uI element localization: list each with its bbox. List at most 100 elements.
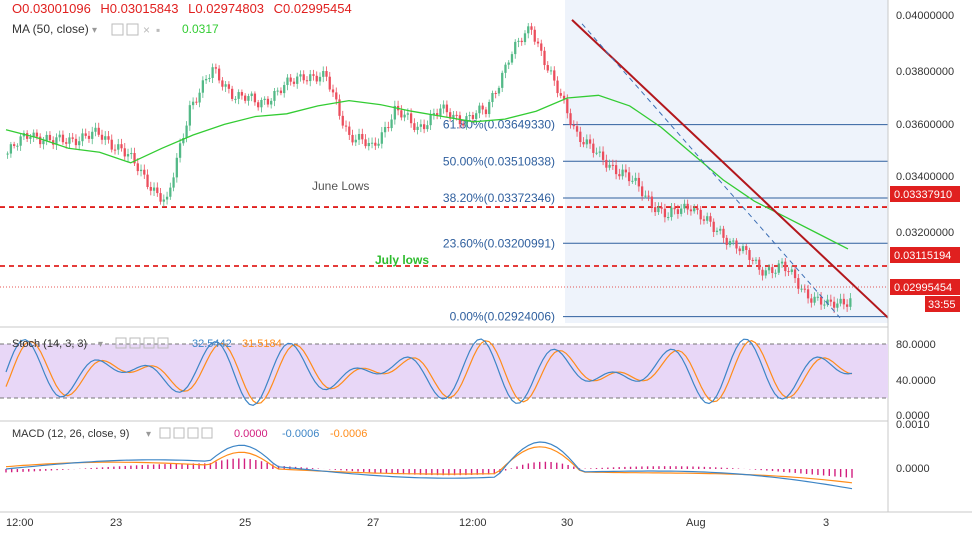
candle-body bbox=[592, 143, 595, 153]
candle-body bbox=[133, 153, 136, 164]
candle-body bbox=[165, 196, 169, 200]
candle-body bbox=[491, 93, 494, 103]
candle-body bbox=[767, 267, 771, 271]
descending-trendline[interactable] bbox=[571, 19, 889, 319]
candle-body bbox=[286, 77, 289, 86]
ma-legend-value: 0.0317 bbox=[182, 22, 219, 36]
candle-body bbox=[683, 203, 686, 209]
candle-body bbox=[471, 115, 475, 119]
candle-body bbox=[149, 187, 152, 191]
candle-body bbox=[452, 114, 455, 119]
candle-body bbox=[455, 114, 458, 116]
stoch-d-value: 31.5184 bbox=[242, 338, 282, 350]
candle-body bbox=[598, 151, 601, 153]
candle-body bbox=[42, 140, 45, 145]
candle-body bbox=[406, 113, 409, 115]
candle-body bbox=[217, 68, 221, 81]
time-axis[interactable]: 12:00 23 25 27 12:00 30 Aug 3 bbox=[6, 517, 829, 529]
candle-body bbox=[644, 195, 647, 197]
candle-body bbox=[84, 133, 87, 136]
candle-body bbox=[224, 84, 227, 87]
candle-body bbox=[621, 169, 624, 177]
candle-body bbox=[266, 98, 270, 105]
fib-level-label: 38.20%(0.03372346) bbox=[443, 191, 555, 205]
candle-body bbox=[816, 296, 819, 298]
settings-icon[interactable] bbox=[173, 427, 185, 439]
fib-level-label: 50.00%(0.03510838) bbox=[443, 154, 555, 168]
candle-body bbox=[484, 109, 488, 115]
chevron-down-icon[interactable]: ▾ bbox=[146, 429, 151, 440]
candle-body bbox=[614, 165, 618, 175]
eye-icon[interactable] bbox=[115, 337, 127, 349]
candle-body bbox=[299, 74, 302, 77]
candle-body bbox=[699, 209, 702, 220]
candle-body bbox=[100, 134, 104, 140]
ma-legend[interactable]: MA (50, close) ▾ × ▪ 0.0317 bbox=[12, 22, 219, 37]
candle-body bbox=[175, 157, 178, 178]
candle-body bbox=[754, 259, 758, 261]
candle-body bbox=[302, 74, 305, 81]
candle-body bbox=[253, 93, 257, 103]
candle-body bbox=[162, 199, 165, 202]
candle-body bbox=[751, 259, 754, 261]
candle-body bbox=[585, 139, 588, 145]
time-tick: 12:00 bbox=[6, 517, 34, 529]
candle-body bbox=[169, 187, 172, 197]
stoch-tick: 80.0000 bbox=[896, 339, 936, 351]
candle-body bbox=[445, 104, 449, 113]
candle-body bbox=[845, 304, 849, 307]
macd-value: -0.0006 bbox=[282, 428, 319, 440]
eye-icon[interactable] bbox=[111, 23, 124, 36]
settings-icon[interactable] bbox=[129, 337, 141, 349]
candle-body bbox=[709, 216, 712, 222]
macd-tick: 0.0010 bbox=[896, 419, 930, 431]
candle-body bbox=[667, 217, 670, 219]
candle-body bbox=[784, 261, 787, 272]
eye-icon[interactable] bbox=[159, 427, 171, 439]
candle-body bbox=[234, 98, 237, 100]
close-icon[interactable] bbox=[187, 427, 199, 439]
candle-body bbox=[813, 296, 816, 303]
candle-body bbox=[732, 240, 735, 242]
price-axis[interactable]: 0.04000000 0.03800000 0.03600000 0.03400… bbox=[896, 10, 954, 239]
chevron-down-icon[interactable]: ▾ bbox=[92, 25, 97, 36]
macd-axis[interactable]: 0.0010 0.0000 bbox=[896, 419, 930, 475]
more-icon[interactable] bbox=[157, 337, 169, 349]
candle-body bbox=[377, 143, 380, 146]
candle-body bbox=[618, 174, 621, 177]
candle-body bbox=[761, 269, 764, 276]
candle-body bbox=[829, 299, 832, 302]
more-icon[interactable] bbox=[201, 427, 213, 439]
price-tick: 0.03800000 bbox=[896, 66, 954, 78]
more-icon[interactable]: ▪ bbox=[156, 23, 160, 37]
candle-body bbox=[696, 208, 699, 210]
stoch-axis[interactable]: 80.0000 40.0000 0.0000 bbox=[896, 339, 936, 422]
stoch-d-line bbox=[5, 340, 853, 405]
candle-body bbox=[143, 169, 146, 175]
candle-body bbox=[123, 148, 126, 157]
dashed-channel-line[interactable] bbox=[581, 23, 841, 319]
macd-legend[interactable]: MACD (12, 26, close, 9) ▾ 0.0000 -0.0006… bbox=[12, 427, 367, 440]
support-resistance-levels[interactable] bbox=[0, 206, 888, 267]
candle-body bbox=[273, 90, 276, 101]
candle-body bbox=[569, 113, 572, 125]
candle-body bbox=[257, 102, 260, 108]
candle-body bbox=[289, 77, 292, 82]
chevron-down-icon[interactable]: ▾ bbox=[98, 339, 103, 350]
close-icon[interactable] bbox=[143, 337, 155, 349]
stoch-legend[interactable]: Stoch (14, 3, 3) ▾ 32.5442 31.5184 bbox=[12, 337, 282, 350]
close-icon[interactable]: × bbox=[143, 23, 150, 37]
candle-body bbox=[579, 131, 582, 143]
candle-body bbox=[331, 89, 335, 93]
candle-body bbox=[227, 84, 231, 89]
settings-icon[interactable] bbox=[126, 23, 139, 36]
candle-body bbox=[627, 172, 631, 182]
candle-body bbox=[146, 174, 149, 188]
candle-body bbox=[758, 259, 761, 270]
candle-body bbox=[540, 43, 543, 51]
candle-body bbox=[91, 131, 94, 139]
candle-body bbox=[832, 301, 836, 308]
candle-body bbox=[283, 85, 286, 94]
ma-legend-label: MA (50, close) bbox=[12, 22, 89, 36]
